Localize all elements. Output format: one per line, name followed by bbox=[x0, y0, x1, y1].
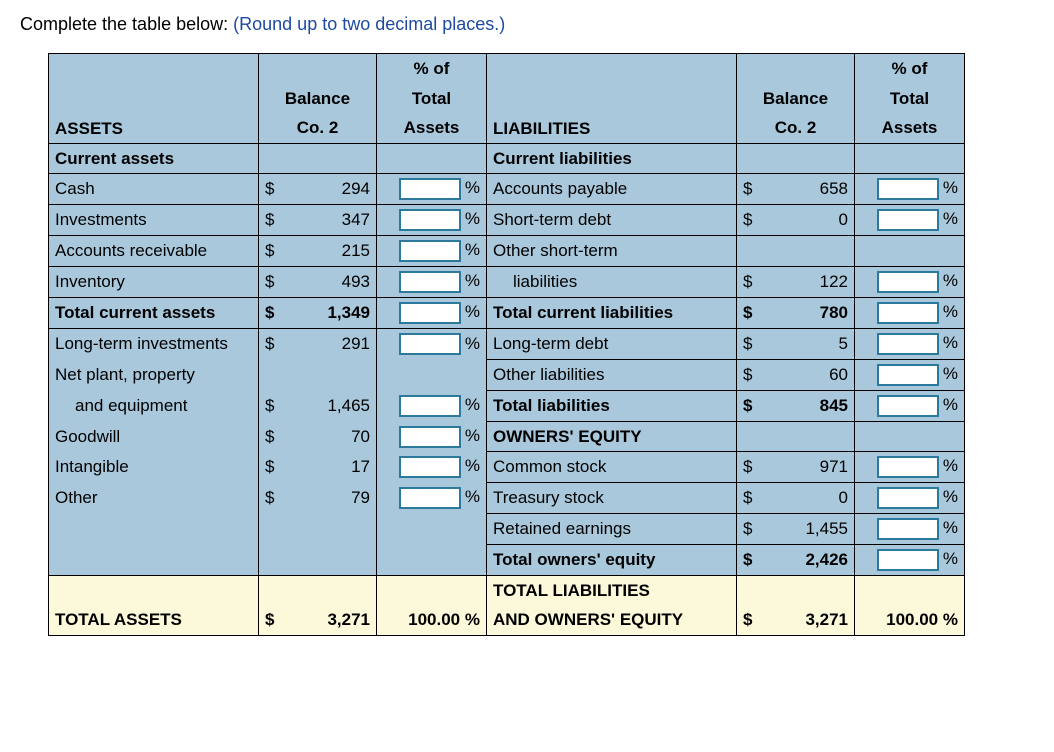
balance-sheet-table: % of % of Balance Total Balance Total AS… bbox=[48, 53, 965, 636]
row-inv-label: Inventory bbox=[49, 267, 259, 298]
row-ost-l1: Other short-term bbox=[487, 236, 737, 267]
liab-current-heading: Current liabilities bbox=[487, 144, 737, 174]
hdr-pct-l-l3: Assets bbox=[855, 114, 965, 144]
row-goodwill-label: Goodwill bbox=[49, 422, 259, 452]
input-tca-pct[interactable] bbox=[399, 302, 461, 324]
input-ltd-pct[interactable] bbox=[877, 333, 939, 355]
row-cash-val: $294 bbox=[259, 174, 377, 205]
row-ost-l2: liabilities bbox=[487, 267, 737, 298]
row-ltd-label: Long-term debt bbox=[487, 329, 737, 360]
row-cs-label: Common stock bbox=[487, 452, 737, 483]
input-toe-pct[interactable] bbox=[877, 549, 939, 571]
row-cash-pct: % bbox=[377, 174, 487, 205]
hdr-balance-l-l2: Co. 2 bbox=[737, 114, 855, 144]
total-liab-l2: AND OWNERS' EQUITY bbox=[487, 606, 737, 636]
total-assets-pct: 100.00 % bbox=[377, 606, 487, 636]
row-ap-label: Accounts payable bbox=[487, 174, 737, 205]
input-invest-pct[interactable] bbox=[399, 209, 461, 231]
row-intang-label: Intangible bbox=[49, 452, 259, 483]
hdr-balance-l-l1: Balance bbox=[737, 84, 855, 114]
total-liab-val: $3,271 bbox=[737, 606, 855, 636]
row-tcl-label: Total current liabilities bbox=[487, 298, 737, 329]
row-other-label: Other bbox=[49, 483, 259, 514]
input-ar-pct[interactable] bbox=[399, 240, 461, 262]
input-std-pct[interactable] bbox=[877, 209, 939, 231]
row-invest-label: Investments bbox=[49, 205, 259, 236]
input-cs-pct[interactable] bbox=[877, 456, 939, 478]
input-other-pct[interactable] bbox=[399, 487, 461, 509]
liab-oe-heading: OWNERS' EQUITY bbox=[487, 422, 737, 452]
input-tl-pct[interactable] bbox=[877, 395, 939, 417]
row-tl-label: Total liabilities bbox=[487, 391, 737, 422]
input-lti-pct[interactable] bbox=[399, 333, 461, 355]
input-ap-pct[interactable] bbox=[877, 178, 939, 200]
input-ol-pct[interactable] bbox=[877, 364, 939, 386]
row-ppe-l1: Net plant, property bbox=[49, 360, 259, 391]
row-ap-pct: % bbox=[855, 174, 965, 205]
input-tcl-pct[interactable] bbox=[877, 302, 939, 324]
hdr-balance-a-l1: Balance bbox=[259, 84, 377, 114]
instruction-hint: (Round up to two decimal places.) bbox=[233, 14, 505, 34]
input-cash-pct[interactable] bbox=[399, 178, 461, 200]
hdr-assets-blank bbox=[49, 54, 259, 84]
row-re-label: Retained earnings bbox=[487, 514, 737, 545]
hdr-pct-a-l1: % of bbox=[377, 54, 487, 84]
input-intang-pct[interactable] bbox=[399, 456, 461, 478]
row-ts-label: Treasury stock bbox=[487, 483, 737, 514]
row-std-label: Short-term debt bbox=[487, 205, 737, 236]
total-assets-label: TOTAL ASSETS bbox=[49, 606, 259, 636]
row-ar-label: Accounts receivable bbox=[49, 236, 259, 267]
input-ts-pct[interactable] bbox=[877, 487, 939, 509]
input-inv-pct[interactable] bbox=[399, 271, 461, 293]
row-lti-label: Long-term investments bbox=[49, 329, 259, 360]
total-liab-l1: TOTAL LIABILITIES bbox=[487, 576, 737, 606]
assets-current-heading: Current assets bbox=[49, 144, 259, 174]
instruction-text: Complete the table below: bbox=[20, 14, 233, 34]
row-tca-label: Total current assets bbox=[49, 298, 259, 329]
row-toe-label: Total owners' equity bbox=[487, 545, 737, 576]
hdr-balance-a-l2: Co. 2 bbox=[259, 114, 377, 144]
hdr-pct-l-l1: % of bbox=[855, 54, 965, 84]
hdr-liab-blank bbox=[487, 54, 737, 84]
row-ol-label: Other liabilities bbox=[487, 360, 737, 391]
hdr-pct-a-l3: Assets bbox=[377, 114, 487, 144]
row-ppe-l2: and equipment bbox=[49, 391, 259, 422]
hdr-pct-a-l2: Total bbox=[377, 84, 487, 114]
hdr-balance-l-blank bbox=[737, 54, 855, 84]
input-re-pct[interactable] bbox=[877, 518, 939, 540]
input-ppe-pct[interactable] bbox=[399, 395, 461, 417]
instruction-line: Complete the table below: (Round up to t… bbox=[20, 14, 1034, 35]
hdr-assets: ASSETS bbox=[49, 114, 259, 144]
hdr-balance-a-blank bbox=[259, 54, 377, 84]
hdr-pct-l-l2: Total bbox=[855, 84, 965, 114]
input-ost-pct[interactable] bbox=[877, 271, 939, 293]
total-assets-val: $3,271 bbox=[259, 606, 377, 636]
input-goodwill-pct[interactable] bbox=[399, 426, 461, 448]
row-ap-val: $658 bbox=[737, 174, 855, 205]
total-liab-pct: 100.00 % bbox=[855, 606, 965, 636]
hdr-liabilities: LIABILITIES bbox=[487, 114, 737, 144]
row-cash-label: Cash bbox=[49, 174, 259, 205]
